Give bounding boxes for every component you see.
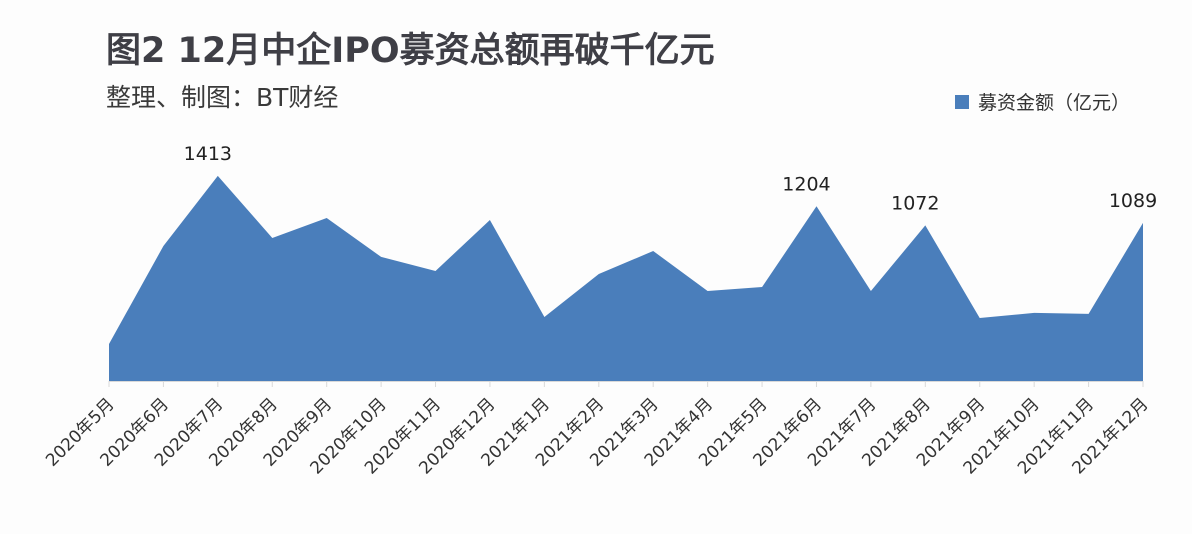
- x-axis-ticks: [108, 381, 1144, 387]
- x-axis-labels: 2020年5月2020年6月2020年7月2020年8月2020年9月2020年…: [42, 394, 1152, 478]
- chart-legend: 募资金额（亿元）: [955, 88, 1130, 115]
- data-label: 1072: [891, 192, 939, 214]
- legend-label: 募资金额（亿元）: [978, 92, 1131, 114]
- area-series-fill: [109, 175, 1143, 381]
- data-label: 1204: [782, 173, 830, 195]
- chart-title: 图2 12月中企IPO募资总额再破千亿元: [106, 31, 715, 71]
- data-label: 1089: [1109, 190, 1157, 212]
- plot-area: [109, 175, 1143, 381]
- data-labels: 1413 1204 1072 1089: [184, 143, 1158, 214]
- chart-subtitle: 整理、制图：BT财经: [106, 83, 339, 112]
- data-label: 1413: [184, 143, 232, 165]
- legend-swatch-icon: [955, 94, 969, 109]
